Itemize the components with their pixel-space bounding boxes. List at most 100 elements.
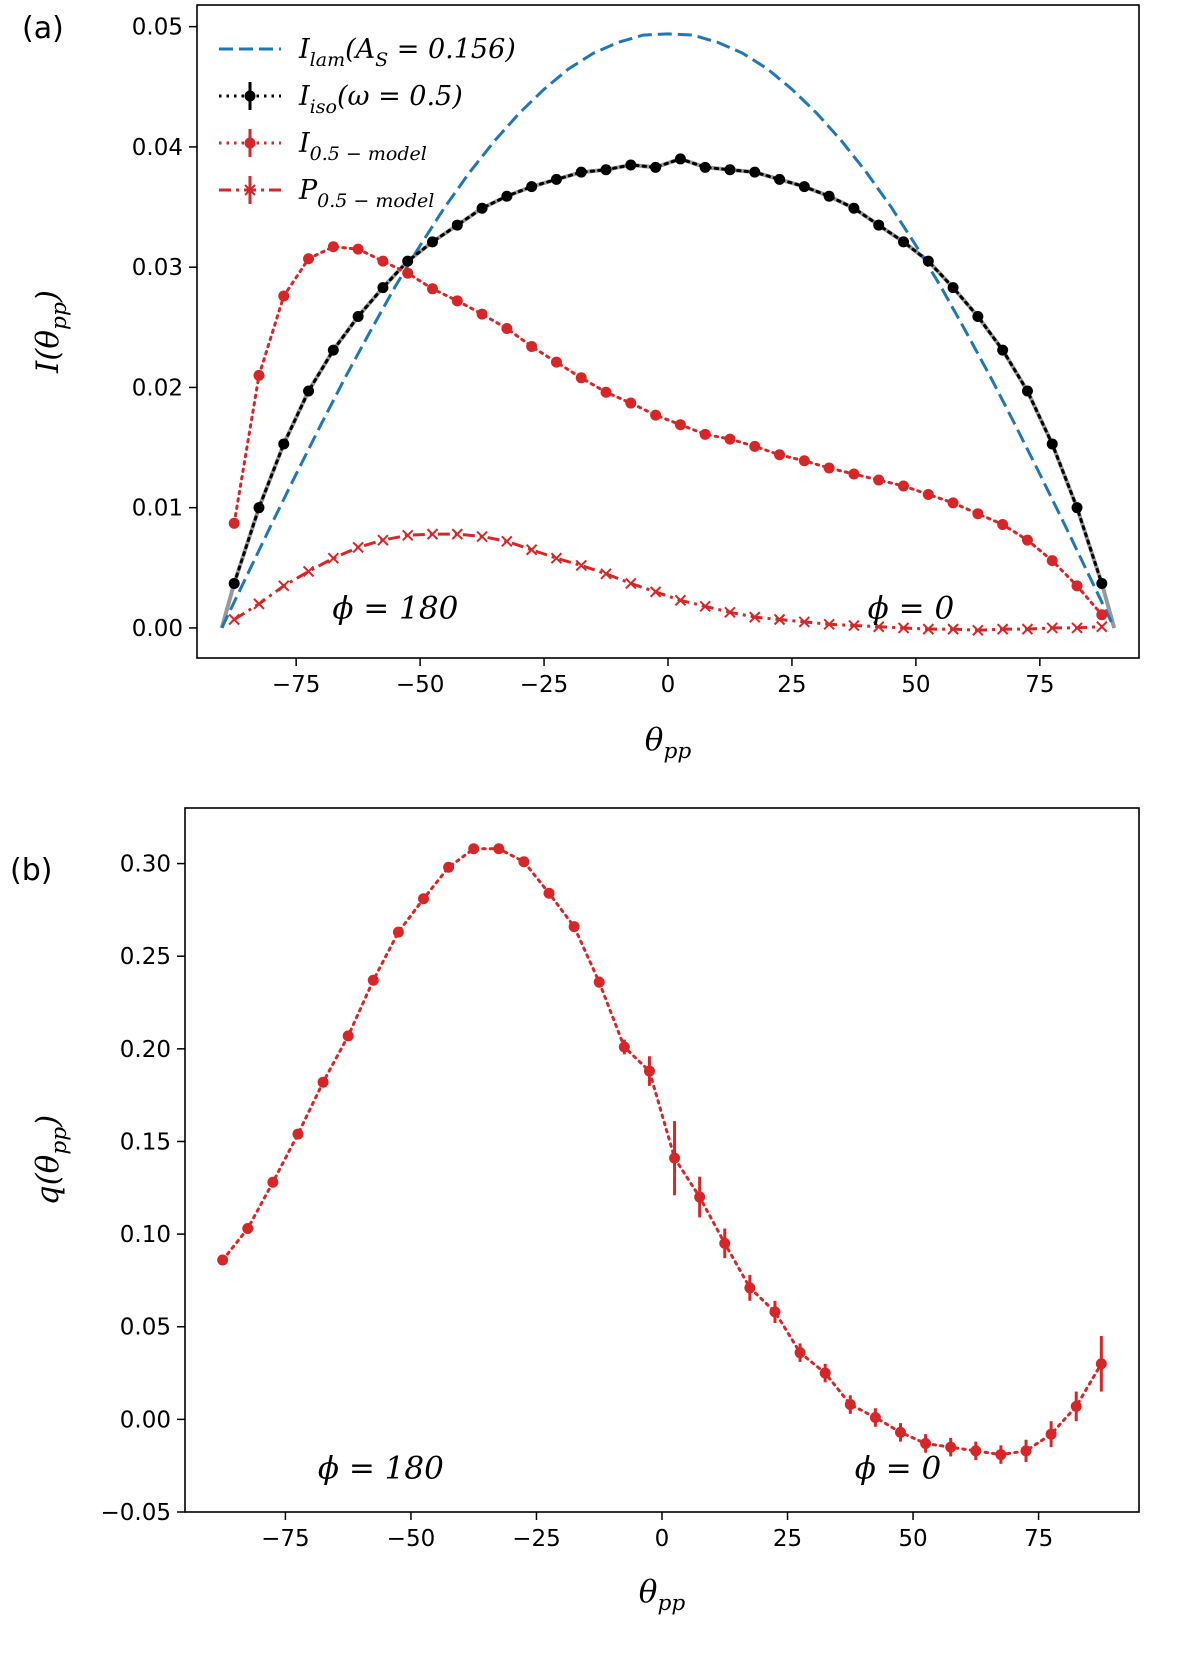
data-point xyxy=(476,202,488,214)
data-point xyxy=(575,166,587,178)
data-point xyxy=(267,1176,279,1188)
data-point xyxy=(1046,622,1058,634)
label-part: q( xyxy=(30,1172,66,1205)
chart-b: −75 −50 −25 0 25 50 75 −0.05 0.00 0.05 0.10 0.15 0.2… xyxy=(30,807,1140,1616)
legend-main: I xyxy=(298,34,311,65)
data-point xyxy=(650,409,662,421)
data-point xyxy=(427,283,438,295)
data-point xyxy=(947,623,959,635)
data-point xyxy=(724,164,736,176)
data-point xyxy=(451,528,463,540)
data-point xyxy=(848,468,860,480)
y-tick-label: 0.10 xyxy=(120,1222,171,1248)
x-tick-label: 50 xyxy=(898,1526,927,1552)
x-tick-label: 50 xyxy=(901,672,930,698)
data-point xyxy=(997,344,1009,356)
data-point xyxy=(1021,623,1034,635)
data-point xyxy=(996,623,1009,635)
data-point xyxy=(302,565,315,578)
legend-label-0: Ilam(AS = 0.156) xyxy=(298,34,516,71)
data-point xyxy=(794,1347,806,1359)
data-point xyxy=(443,861,455,873)
data-point xyxy=(898,236,909,248)
legend-sub: 0.5 − model xyxy=(310,143,427,165)
data-point xyxy=(468,843,480,855)
data-point xyxy=(823,618,835,631)
legend-label-2: I0.5 − model xyxy=(298,128,427,165)
panel-label-b: (b) xyxy=(10,853,52,888)
data-point xyxy=(228,613,240,626)
x-tick-label: 0 xyxy=(655,1526,670,1552)
panel-label-a: (a) xyxy=(22,11,64,46)
data-point xyxy=(972,310,984,322)
legend-main: I xyxy=(298,81,311,112)
data-point xyxy=(525,544,538,556)
data-point xyxy=(972,508,984,520)
data-point xyxy=(526,341,538,353)
data-point xyxy=(327,344,339,356)
data-point xyxy=(550,173,562,185)
data-point xyxy=(367,974,379,986)
data-point xyxy=(526,181,538,193)
data-point xyxy=(823,190,835,202)
data-point xyxy=(699,161,711,173)
data-point xyxy=(242,1223,254,1235)
legend-sub: lam xyxy=(310,49,345,71)
x-tick-label: −50 xyxy=(396,672,445,698)
data-point xyxy=(518,856,530,868)
data-point xyxy=(995,1449,1007,1461)
y-tick-label: 0.30 xyxy=(120,852,171,878)
data-point xyxy=(402,255,414,267)
x-tick-label: 0 xyxy=(661,672,676,698)
data-point xyxy=(625,159,637,171)
label-theta: θ xyxy=(30,330,66,349)
data-point xyxy=(1021,385,1033,397)
y-tick-label: 0.25 xyxy=(120,944,171,970)
label-part: I( xyxy=(30,348,66,374)
y-tick-label: 0.05 xyxy=(120,1315,171,1341)
data-point xyxy=(897,622,910,634)
data-point xyxy=(898,480,909,492)
label-sub: pp xyxy=(657,1591,685,1616)
x-axis-label: θpp xyxy=(645,722,692,764)
y-tick-label: 0.00 xyxy=(132,616,183,642)
data-point xyxy=(848,202,860,214)
label-part: ) xyxy=(30,290,66,303)
data-point xyxy=(774,173,786,185)
data-point xyxy=(575,559,587,572)
x-tick-label: −25 xyxy=(512,1526,561,1552)
data-point xyxy=(278,438,290,450)
data-point xyxy=(501,322,513,334)
data-point xyxy=(618,1041,630,1053)
x-tick-label: −75 xyxy=(272,672,321,698)
data-point xyxy=(402,267,414,279)
data-point xyxy=(600,386,612,398)
data-point xyxy=(694,1191,706,1203)
data-point xyxy=(798,616,811,628)
y-tick-label: 0.00 xyxy=(120,1407,171,1433)
data-point xyxy=(253,502,265,514)
legend-label-1: Iiso(ω = 0.5) xyxy=(298,81,463,118)
data-point xyxy=(844,1399,856,1411)
data-point xyxy=(650,161,662,173)
data-point xyxy=(724,606,736,619)
data-point xyxy=(798,455,810,467)
y-tick-label: 0.04 xyxy=(132,135,183,161)
data-point xyxy=(568,921,580,933)
data-point xyxy=(643,1065,655,1077)
data-point xyxy=(873,621,885,633)
data-point xyxy=(426,528,439,540)
data-point xyxy=(699,428,711,440)
data-point xyxy=(501,190,513,202)
data-point xyxy=(476,530,488,543)
legend-rest: (A xyxy=(345,34,375,65)
data-point xyxy=(719,1237,731,1249)
legend-main: I xyxy=(298,128,311,159)
data-point xyxy=(972,624,984,637)
data-point xyxy=(945,1441,957,1453)
data-point xyxy=(1071,502,1083,514)
y-tick-label: 0.02 xyxy=(132,375,183,401)
data-point xyxy=(922,488,934,500)
legend-marker xyxy=(244,184,256,196)
data-point xyxy=(377,534,389,546)
